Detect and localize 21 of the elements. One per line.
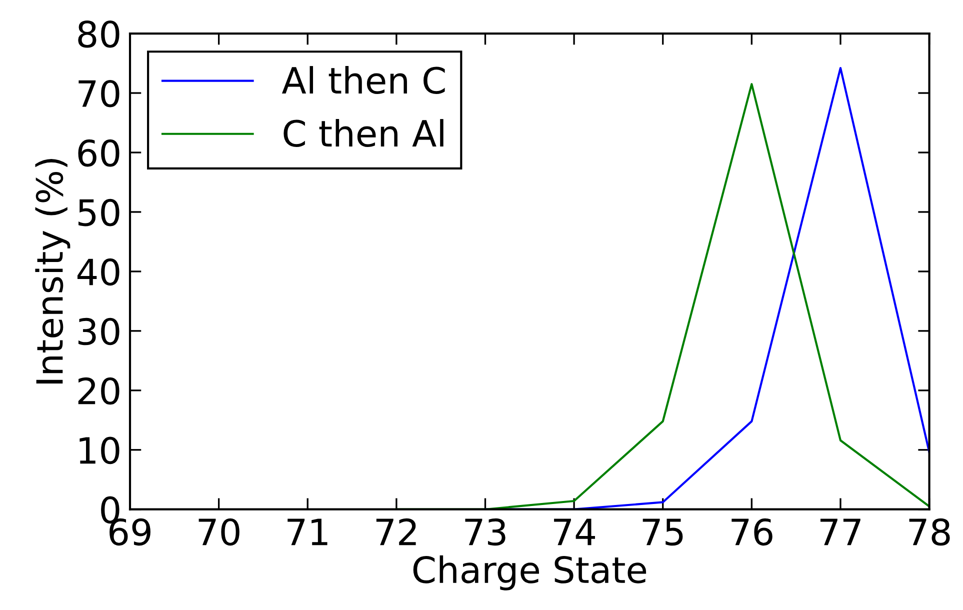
y-tick-label: 30 <box>78 318 120 346</box>
y-tick-label: 40 <box>77 258 120 286</box>
legend-label: C then Al <box>284 119 444 148</box>
x-tick-label: 71 <box>288 518 328 546</box>
y-tick-label: 50 <box>78 198 120 226</box>
x-tick-label: 76 <box>732 518 772 546</box>
x-tick-label: 72 <box>376 518 416 546</box>
x-tick-label: 73 <box>465 518 506 546</box>
x-tick-label: 78 <box>909 518 950 546</box>
y-tick-label: 10 <box>80 436 120 464</box>
y-tick-label: 60 <box>78 139 120 167</box>
y-axis-title: Intensity (%) <box>35 158 70 384</box>
x-tick-label: 77 <box>820 518 860 546</box>
x-tick-label: 70 <box>198 518 240 546</box>
y-tick-label: 80 <box>78 20 120 48</box>
legend-label: Al then C <box>282 66 445 94</box>
x-axis-title: Charge State <box>413 555 646 590</box>
y-tick-label: 20 <box>78 377 120 405</box>
x-tick-label: 74 <box>554 518 596 546</box>
x-tick-label: 75 <box>642 518 683 546</box>
y-tick-label: 70 <box>78 80 120 108</box>
